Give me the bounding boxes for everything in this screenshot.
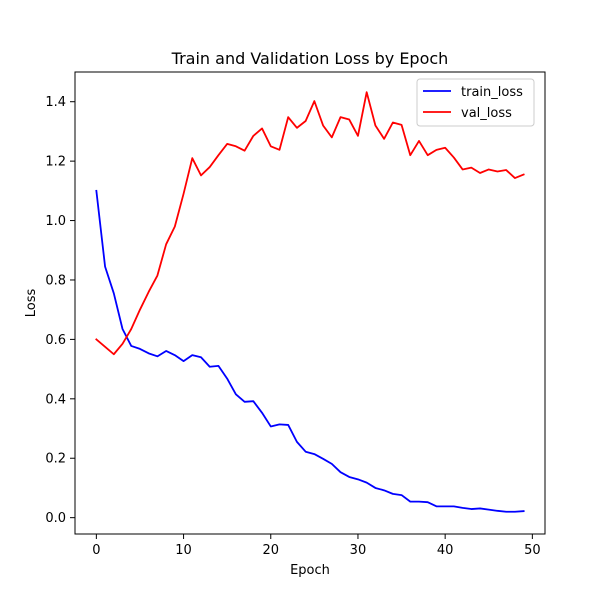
legend-label-val-loss: val_loss <box>461 106 512 121</box>
x-tick-label: 0 <box>92 543 100 558</box>
x-tick-label: 20 <box>262 543 279 558</box>
y-tick-label: 1.4 <box>45 95 66 110</box>
y-tick-label: 0.6 <box>45 333 66 348</box>
series-line-train-loss <box>95 189 525 513</box>
x-tick-label: 10 <box>175 543 192 558</box>
y-tick-label: 0.8 <box>45 273 66 288</box>
plot-frame <box>74 71 546 535</box>
axes-layer: 0 10 20 30 40 50 0.0 0.2 0.4 0.6 0.8 1.0 1.2 1.4 <box>45 71 546 558</box>
y-tick-label: 1.0 <box>45 214 66 229</box>
y-tick-label: 0.2 <box>45 452 66 467</box>
y-axis-label: Loss <box>24 289 39 318</box>
legend-label-train-loss: train_loss <box>461 85 523 100</box>
x-tick-label: 30 <box>350 543 367 558</box>
x-tick-label: 40 <box>437 543 454 558</box>
y-tick-label: 0.4 <box>45 392 66 407</box>
chart-title: Train and Validation Loss by Epoch <box>171 49 449 68</box>
series-line-val-loss <box>95 91 525 356</box>
legend: train_loss val_loss <box>416 78 535 127</box>
y-tick-label: 1.2 <box>45 155 66 170</box>
y-tick-label: 0.0 <box>45 511 66 526</box>
series-layer <box>95 91 525 513</box>
x-axis-label: Epoch <box>290 563 330 578</box>
x-tick-label: 50 <box>524 543 541 558</box>
